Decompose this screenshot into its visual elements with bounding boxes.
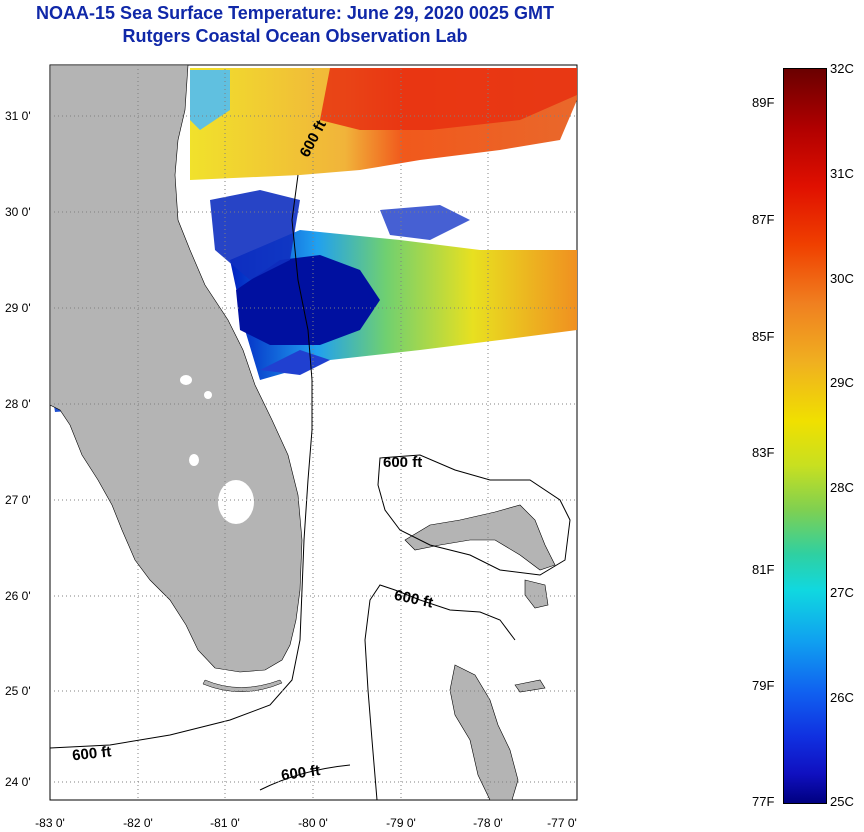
y-tick-label: 31 0' <box>5 109 31 123</box>
colorbar-fahrenheit-label: 89F <box>752 95 775 110</box>
x-tick-label: -78 0' <box>473 816 503 830</box>
x-tick-label: -77 0' <box>547 816 577 830</box>
x-tick-label: -79 0' <box>386 816 416 830</box>
lake-okeechobee <box>218 480 254 524</box>
y-tick-label: 30 0' <box>5 205 31 219</box>
graticule <box>50 65 577 800</box>
x-tick-label: -83 0' <box>35 816 65 830</box>
x-tick-label: -80 0' <box>298 816 328 830</box>
colorbar-fahrenheit-label: 85F <box>752 329 775 344</box>
x-tick-label: -81 0' <box>210 816 240 830</box>
colorbar-celsius-label: 29C <box>830 375 854 390</box>
colorbar-fahrenheit-label: 77F <box>752 794 775 809</box>
colorbar-fahrenheit-label: 83F <box>752 445 775 460</box>
colorbar-celsius-label: 27C <box>830 585 854 600</box>
colorbar-celsius-label: 32C <box>830 61 854 76</box>
map-subtitle: Rutgers Coastal Ocean Observation Lab <box>122 26 468 46</box>
y-tick-label: 28 0' <box>5 397 31 411</box>
depth-contour-lines <box>50 174 571 800</box>
colorbar-celsius-label: 31C <box>830 166 854 181</box>
colorbar-celsius-label: 26C <box>830 690 854 705</box>
y-tick-label: 24 0' <box>5 775 31 789</box>
colorbar-fahrenheit-label: 87F <box>752 212 775 227</box>
y-tick-label: 29 0' <box>5 301 31 315</box>
colorbar-celsius-label: 25C <box>830 794 854 809</box>
colorbar-celsius-label: 28C <box>830 480 854 495</box>
colorbar-celsius-label: 30C <box>830 271 854 286</box>
y-tick-label: 26 0' <box>5 589 31 603</box>
x-tick-label: -82 0' <box>123 816 153 830</box>
contour-label: 600 ft <box>71 743 112 764</box>
y-tick-label: 25 0' <box>5 684 31 698</box>
contour-label: 600 ft <box>280 762 321 784</box>
colorbar-fahrenheit-label: 79F <box>752 678 775 693</box>
contour-label: 600 ft <box>383 454 422 471</box>
florida-keys <box>202 679 283 692</box>
bahamas-islands <box>404 504 556 800</box>
map-title: NOAA-15 Sea Surface Temperature: June 29… <box>36 3 554 23</box>
y-tick-label: 27 0' <box>5 493 31 507</box>
colorbar-fahrenheit-label: 81F <box>752 562 775 577</box>
temperature-colorbar <box>783 68 827 804</box>
